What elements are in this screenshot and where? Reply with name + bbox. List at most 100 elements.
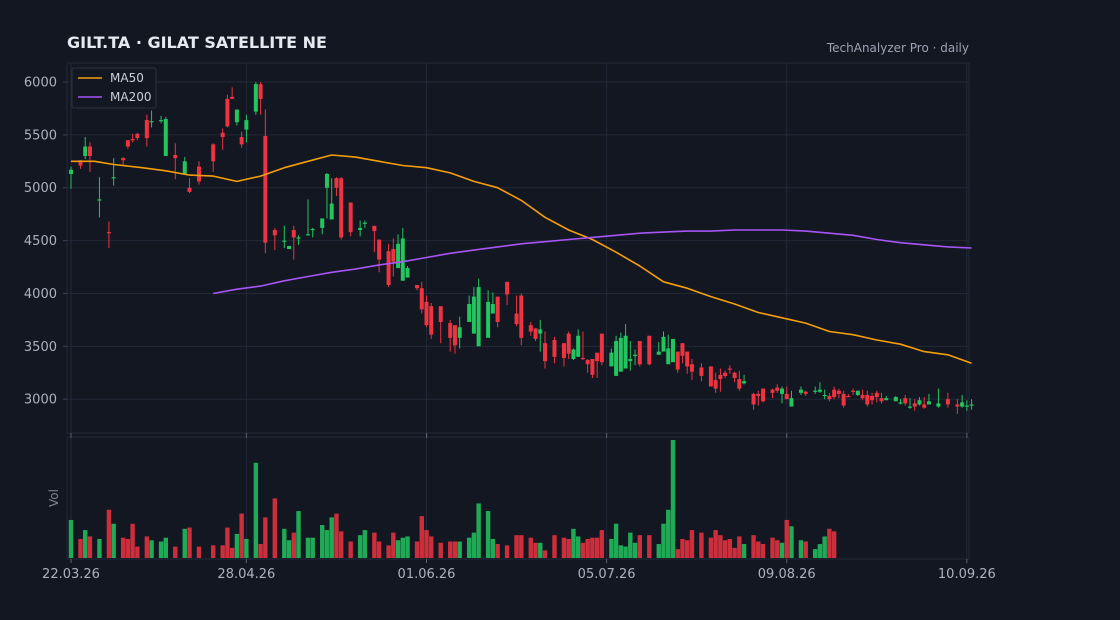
candle — [723, 370, 728, 379]
volume-bar — [348, 541, 353, 558]
volume-bar — [490, 538, 496, 558]
candle-body — [614, 341, 619, 376]
candle-body — [832, 389, 837, 398]
candle-body — [969, 404, 974, 406]
candle-body — [851, 390, 856, 392]
candle-body — [362, 222, 367, 224]
volume-bar — [476, 503, 481, 558]
candle — [519, 293, 524, 346]
volume-bar — [419, 516, 424, 558]
candle — [675, 351, 680, 373]
candle — [874, 390, 879, 403]
candle — [576, 329, 581, 357]
volume-bar — [789, 526, 794, 558]
candle-body — [666, 348, 671, 365]
candle-body — [732, 372, 737, 379]
volume-bar — [106, 509, 112, 558]
candle-body — [334, 178, 339, 188]
candle-body — [448, 323, 453, 338]
candle — [69, 166, 73, 189]
candle-body — [396, 243, 401, 269]
candle — [609, 348, 614, 367]
candle — [860, 389, 865, 401]
candle — [528, 322, 533, 336]
candle — [798, 386, 803, 395]
candle — [879, 392, 884, 404]
volume-bar — [699, 532, 704, 558]
volume-bar — [111, 523, 116, 558]
candle-body — [756, 393, 761, 396]
candle — [282, 225, 287, 248]
candle-body — [372, 225, 377, 232]
candle — [737, 370, 742, 391]
candle-body — [827, 396, 832, 400]
candle-body — [130, 139, 135, 141]
candle — [680, 343, 685, 364]
candle-body — [874, 392, 879, 398]
candle — [306, 199, 310, 236]
date-tick-label: 01.06.26 — [398, 567, 456, 582]
volume-bar — [173, 546, 178, 558]
volume-bar — [775, 540, 780, 558]
candle-body — [324, 174, 329, 188]
candle-body — [628, 359, 633, 362]
candle-body — [514, 313, 519, 325]
candle — [320, 218, 325, 235]
volume-bar — [485, 511, 491, 558]
date-tick-label: 10.09.26 — [938, 567, 996, 582]
candle — [784, 386, 789, 400]
candle — [898, 399, 903, 405]
candle-body — [723, 372, 728, 376]
candle — [917, 397, 922, 406]
volume-bar — [372, 532, 377, 558]
volume-bar — [338, 531, 344, 558]
candle-body — [495, 296, 500, 322]
volume-bar — [585, 538, 590, 558]
date-tick-label: 09.08.26 — [758, 567, 816, 582]
candle-body — [159, 120, 164, 122]
volume-bar — [305, 537, 311, 558]
candle — [310, 227, 315, 238]
volume-bar — [770, 537, 775, 558]
volume-bar — [741, 544, 747, 558]
candle — [789, 390, 794, 407]
candle-body — [685, 351, 690, 367]
candle — [438, 306, 443, 344]
candle — [727, 365, 732, 374]
volume-bar — [779, 542, 785, 558]
price-tick-label: 4000 — [24, 287, 57, 302]
volume-bar — [675, 549, 680, 558]
candle — [358, 220, 363, 237]
candle — [832, 386, 837, 400]
candle — [960, 394, 965, 408]
volume-bar — [647, 535, 652, 558]
volume-bar — [756, 541, 761, 558]
candle — [505, 281, 510, 306]
volume-bar — [727, 538, 733, 558]
candle — [851, 388, 856, 395]
candle — [685, 351, 690, 374]
legend: MA50 MA200 — [71, 67, 157, 109]
candle — [187, 178, 192, 194]
candle — [907, 398, 912, 409]
volume-bar — [400, 537, 405, 558]
candle — [448, 319, 453, 352]
volume-bar — [234, 533, 240, 558]
candle-body — [415, 285, 420, 289]
candle — [419, 281, 424, 314]
volume-bar — [575, 536, 581, 558]
candle-body — [253, 84, 258, 112]
volume-bar — [158, 541, 164, 558]
candle-body — [656, 351, 661, 355]
volume-bar — [812, 549, 818, 558]
volume-bar — [495, 544, 500, 558]
volume-bar — [533, 542, 538, 558]
candles — [69, 82, 974, 414]
candle — [211, 143, 216, 172]
candle — [400, 227, 405, 281]
candle — [670, 338, 675, 363]
candle-body — [419, 288, 424, 310]
candle-body — [761, 388, 766, 402]
volume-bar — [320, 525, 325, 558]
candle-body — [400, 238, 405, 281]
